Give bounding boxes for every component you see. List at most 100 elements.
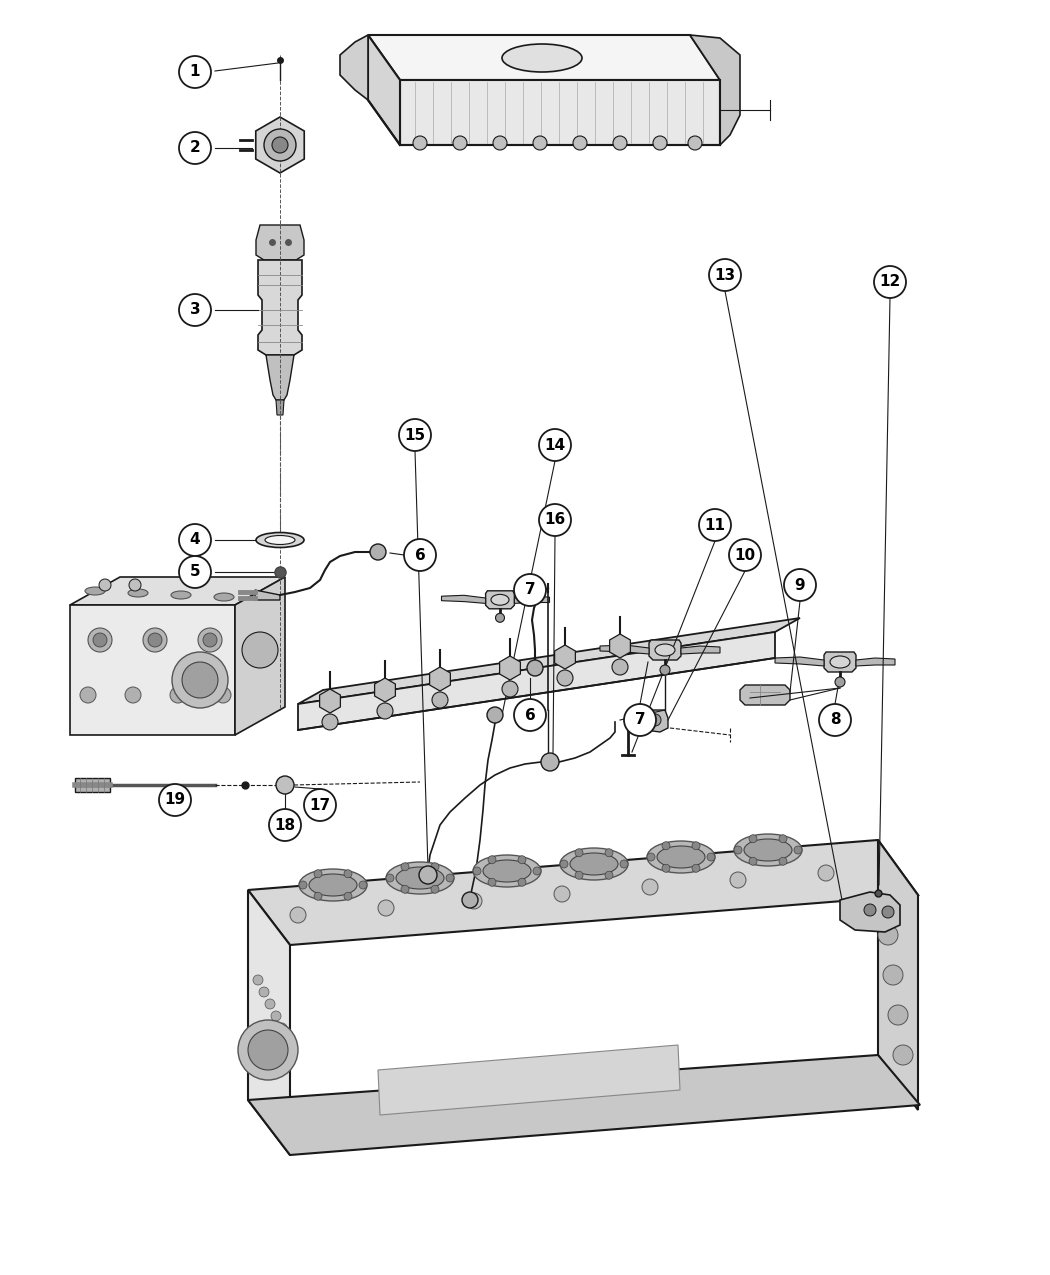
Circle shape — [259, 987, 269, 997]
Circle shape — [271, 1011, 281, 1021]
Polygon shape — [75, 778, 110, 792]
Circle shape — [215, 687, 231, 703]
Ellipse shape — [214, 593, 234, 601]
Circle shape — [734, 847, 742, 854]
Circle shape — [779, 835, 788, 843]
Circle shape — [401, 885, 410, 894]
Circle shape — [514, 699, 546, 731]
Polygon shape — [610, 634, 630, 658]
Circle shape — [198, 629, 222, 652]
Circle shape — [539, 428, 571, 462]
Text: 17: 17 — [310, 797, 331, 812]
Polygon shape — [256, 117, 304, 173]
Ellipse shape — [570, 853, 618, 875]
Circle shape — [466, 892, 482, 909]
Circle shape — [430, 885, 439, 894]
Circle shape — [178, 556, 211, 588]
Circle shape — [709, 259, 741, 291]
Circle shape — [182, 662, 218, 697]
Circle shape — [575, 871, 583, 880]
Circle shape — [541, 754, 559, 771]
Circle shape — [533, 136, 547, 150]
Circle shape — [533, 867, 541, 875]
Circle shape — [264, 129, 296, 161]
Polygon shape — [640, 710, 668, 732]
Polygon shape — [485, 590, 514, 608]
Circle shape — [818, 864, 834, 881]
Text: 2: 2 — [190, 140, 201, 156]
Polygon shape — [368, 34, 400, 145]
Circle shape — [290, 907, 306, 923]
Circle shape — [612, 659, 628, 674]
Circle shape — [253, 975, 262, 986]
Polygon shape — [649, 640, 681, 660]
Circle shape — [835, 677, 845, 687]
Ellipse shape — [830, 657, 850, 668]
Text: 15: 15 — [404, 427, 425, 442]
Circle shape — [178, 295, 211, 326]
Circle shape — [794, 847, 802, 854]
Ellipse shape — [744, 839, 792, 861]
Circle shape — [560, 861, 568, 868]
Polygon shape — [878, 840, 918, 1111]
Circle shape — [377, 703, 393, 719]
Ellipse shape — [256, 533, 304, 547]
Ellipse shape — [472, 856, 541, 887]
Circle shape — [699, 509, 731, 541]
Text: 4: 4 — [190, 533, 201, 547]
Circle shape — [554, 886, 570, 901]
Circle shape — [892, 1046, 914, 1065]
Text: 6: 6 — [525, 708, 536, 723]
Circle shape — [462, 892, 478, 908]
Circle shape — [80, 687, 96, 703]
Polygon shape — [740, 685, 790, 705]
Circle shape — [172, 652, 228, 708]
Circle shape — [446, 873, 454, 882]
Circle shape — [662, 842, 670, 849]
Circle shape — [203, 632, 217, 646]
Ellipse shape — [309, 873, 357, 896]
Circle shape — [453, 136, 467, 150]
Circle shape — [88, 629, 112, 652]
Circle shape — [819, 704, 850, 736]
Circle shape — [284, 1035, 293, 1046]
Circle shape — [265, 1000, 275, 1009]
Text: 8: 8 — [830, 713, 840, 728]
Circle shape — [605, 849, 613, 857]
Polygon shape — [276, 400, 284, 414]
Circle shape — [518, 878, 526, 886]
Circle shape — [502, 681, 518, 697]
Circle shape — [874, 266, 906, 298]
Circle shape — [494, 136, 507, 150]
Circle shape — [276, 776, 294, 794]
Circle shape — [143, 629, 167, 652]
Circle shape — [314, 870, 322, 877]
Circle shape — [620, 861, 628, 868]
Circle shape — [605, 871, 613, 880]
Circle shape — [401, 863, 410, 871]
Circle shape — [488, 878, 496, 886]
Polygon shape — [554, 645, 575, 669]
Ellipse shape — [85, 586, 105, 595]
Polygon shape — [266, 354, 294, 400]
Circle shape — [749, 835, 757, 843]
Ellipse shape — [657, 847, 705, 868]
Circle shape — [178, 56, 211, 88]
Circle shape — [518, 856, 526, 863]
Text: 18: 18 — [274, 817, 295, 833]
Polygon shape — [298, 618, 800, 704]
Circle shape — [882, 907, 894, 918]
Circle shape — [653, 136, 667, 150]
Circle shape — [159, 784, 191, 816]
Text: 5: 5 — [190, 565, 201, 580]
Ellipse shape — [655, 644, 675, 657]
Ellipse shape — [171, 592, 191, 599]
Ellipse shape — [265, 536, 295, 544]
Polygon shape — [441, 595, 485, 603]
Ellipse shape — [647, 842, 715, 873]
Circle shape — [242, 632, 278, 668]
Polygon shape — [368, 34, 720, 80]
Circle shape — [730, 872, 746, 887]
Polygon shape — [500, 657, 521, 680]
Circle shape — [269, 810, 301, 842]
